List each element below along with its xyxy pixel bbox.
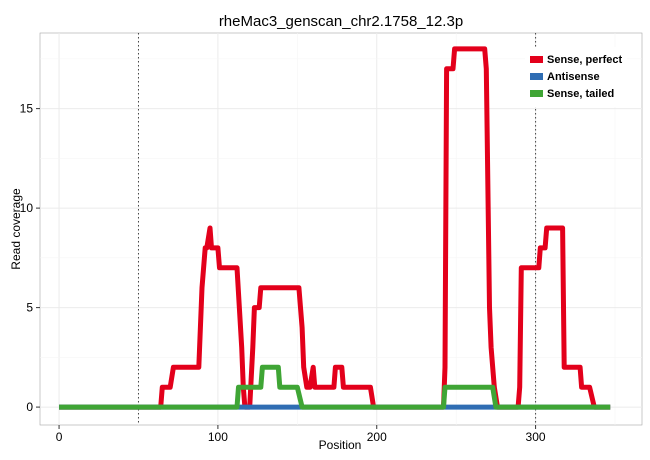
y-tick-label: 0	[26, 400, 33, 414]
x-tick-label: 200	[367, 430, 387, 444]
legend-label-antisense: Antisense	[547, 71, 600, 83]
x-tick-label: 0	[56, 430, 63, 444]
legend-key-sense-perfect	[530, 56, 543, 63]
y-axis-ticks: 0 5 10 15	[20, 102, 40, 414]
x-axis-label: Position	[319, 438, 362, 452]
x-tick-label: 100	[208, 430, 228, 444]
legend-label-sense-perfect: Sense, perfect	[547, 54, 623, 66]
legend: Sense, perfect Antisense Sense, tailed	[525, 47, 627, 107]
y-axis-label: Read coverage	[9, 188, 23, 270]
legend-key-sense-tailed	[530, 90, 543, 97]
legend-key-antisense	[530, 73, 543, 80]
legend-label-sense-tailed: Sense, tailed	[547, 88, 614, 100]
y-tick-label: 15	[20, 102, 34, 116]
y-tick-label: 5	[26, 301, 33, 315]
y-tick-label: 10	[20, 201, 34, 215]
x-axis-ticks: 0 100 200 300	[56, 425, 546, 444]
series-layer	[59, 46, 611, 410]
series-line-sense-tailed	[59, 364, 611, 410]
x-tick-label: 300	[526, 430, 546, 444]
chart-title: rheMac3_genscan_chr2.1758_12.3p	[219, 13, 463, 30]
series-line-sense-perfect	[59, 46, 611, 410]
